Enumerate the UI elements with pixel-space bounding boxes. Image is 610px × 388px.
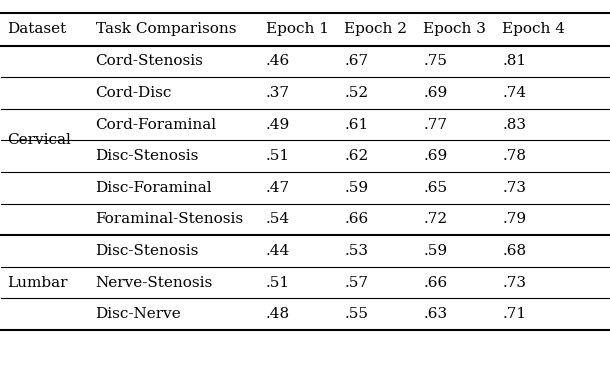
Text: Nerve-Stenosis: Nerve-Stenosis [96, 275, 213, 289]
Text: .47: .47 [265, 181, 290, 195]
Text: .71: .71 [503, 307, 526, 321]
Text: .53: .53 [345, 244, 368, 258]
Text: Disc-Foraminal: Disc-Foraminal [96, 181, 212, 195]
Text: Cervical: Cervical [7, 133, 71, 147]
Text: .72: .72 [423, 212, 448, 227]
Text: .65: .65 [423, 181, 448, 195]
Text: .52: .52 [345, 86, 368, 100]
Text: .49: .49 [265, 118, 290, 132]
Text: .61: .61 [345, 118, 368, 132]
Text: .48: .48 [265, 307, 290, 321]
Text: .62: .62 [345, 149, 368, 163]
Text: .75: .75 [423, 54, 447, 69]
Text: Lumbar: Lumbar [7, 275, 68, 289]
Text: .73: .73 [503, 275, 526, 289]
Text: .73: .73 [503, 181, 526, 195]
Text: .44: .44 [265, 244, 290, 258]
Text: .59: .59 [345, 181, 368, 195]
Text: .67: .67 [345, 54, 368, 69]
Text: Epoch 4: Epoch 4 [503, 23, 565, 36]
Text: Disc-Nerve: Disc-Nerve [96, 307, 181, 321]
Text: .55: .55 [345, 307, 368, 321]
Text: .78: .78 [503, 149, 526, 163]
Text: Epoch 2: Epoch 2 [345, 23, 407, 36]
Text: .74: .74 [503, 86, 526, 100]
Text: .69: .69 [423, 86, 448, 100]
Text: .81: .81 [503, 54, 526, 69]
Text: Disc-Stenosis: Disc-Stenosis [96, 244, 199, 258]
Text: .66: .66 [345, 212, 368, 227]
Text: .46: .46 [265, 54, 290, 69]
Text: .79: .79 [503, 212, 526, 227]
Text: Disc-Stenosis: Disc-Stenosis [96, 149, 199, 163]
Text: Cord-Foraminal: Cord-Foraminal [96, 118, 217, 132]
Text: .57: .57 [345, 275, 368, 289]
Text: .51: .51 [265, 149, 290, 163]
Text: .69: .69 [423, 149, 448, 163]
Text: Epoch 1: Epoch 1 [265, 23, 329, 36]
Text: .63: .63 [423, 307, 448, 321]
Text: Epoch 3: Epoch 3 [423, 23, 486, 36]
Text: .51: .51 [265, 275, 290, 289]
Text: Task Comparisons: Task Comparisons [96, 23, 236, 36]
Text: .77: .77 [423, 118, 447, 132]
Text: Dataset: Dataset [7, 23, 66, 36]
Text: .37: .37 [265, 86, 290, 100]
Text: Foraminal-Stenosis: Foraminal-Stenosis [96, 212, 243, 227]
Text: .68: .68 [503, 244, 526, 258]
Text: .59: .59 [423, 244, 448, 258]
Text: .83: .83 [503, 118, 526, 132]
Text: Cord-Stenosis: Cord-Stenosis [96, 54, 203, 69]
Text: .54: .54 [265, 212, 290, 227]
Text: .66: .66 [423, 275, 448, 289]
Text: Cord-Disc: Cord-Disc [96, 86, 172, 100]
